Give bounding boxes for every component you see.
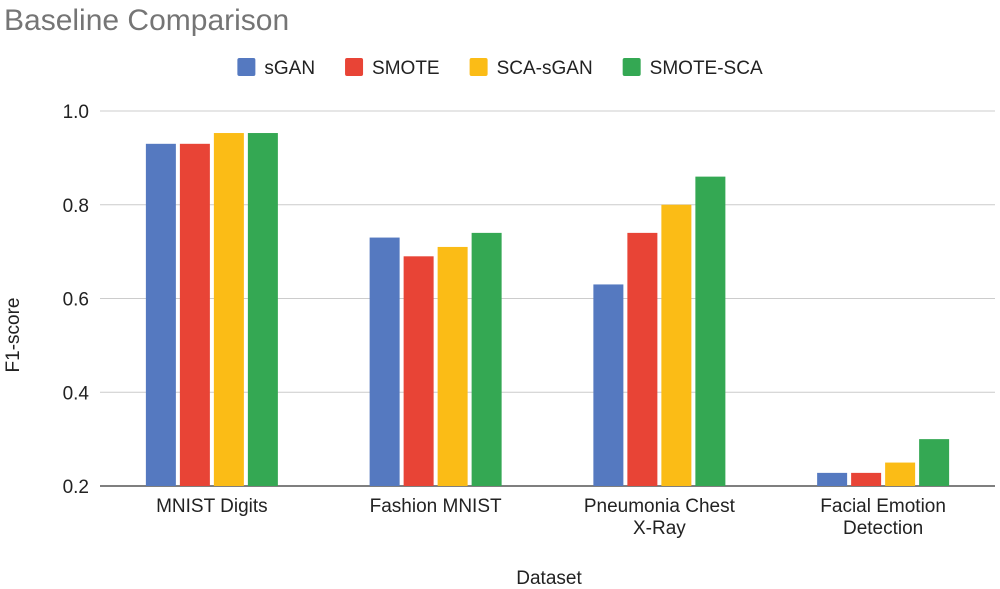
bar-smote-2 [627,232,658,486]
bar-smote-sca-1 [471,232,502,486]
bar-sca-sgan-2 [661,204,692,486]
bar-sca-sgan-1 [437,246,468,486]
bar-smote-sca-3 [919,439,950,486]
legend-swatch-smote-sca [622,58,641,76]
x-tick-label: Pneumonia Chest [584,496,736,517]
legend-swatch-sgan [237,58,256,76]
legend-label: SMOTE [372,58,440,79]
y-tick-label: 0.8 [63,196,89,217]
bar-smote-3 [851,472,882,486]
y-tick-label: 0.4 [63,383,90,404]
bar-sgan-0 [145,143,176,486]
y-tick-label: 0.6 [63,290,89,311]
bar-sgan-2 [593,284,624,486]
x-tick-label: Detection [843,518,923,539]
bar-smote-sca-2 [695,176,726,486]
legend-label: SCA-sGAN [497,58,593,79]
legend-swatch-smote [345,58,364,76]
chart-title: Baseline Comparison [4,4,289,37]
bar-sca-sgan-0 [213,133,244,486]
x-tick-label: Facial Emotion [820,496,946,517]
y-axis-label: F1-score [3,298,24,373]
bar-smote-1 [403,256,434,486]
bar-smote-sca-0 [247,133,278,486]
x-tick-label: MNIST Digits [156,496,268,517]
legend: sGAN SMOTE SCA-sGAN SMOTE-SCA [237,58,763,79]
x-tick-label: X-Ray [633,518,686,539]
x-axis-categories: MNIST Digits Fashion MNIST Pneumonia Chest… [156,496,946,539]
legend-swatch-sca-sgan [469,58,488,76]
legend-label: sGAN [264,58,315,79]
y-tick-label: 0.2 [63,477,89,498]
bars [145,133,950,486]
y-tick-label: 1.0 [63,102,89,123]
x-tick-label: Fashion MNIST [370,496,502,517]
bar-sgan-1 [369,237,400,486]
bar-sca-sgan-3 [885,462,916,486]
x-axis-label: Dataset [516,568,582,589]
bar-sgan-3 [817,472,848,486]
legend-label: SMOTE-SCA [650,58,763,79]
bar-smote-0 [179,143,210,486]
